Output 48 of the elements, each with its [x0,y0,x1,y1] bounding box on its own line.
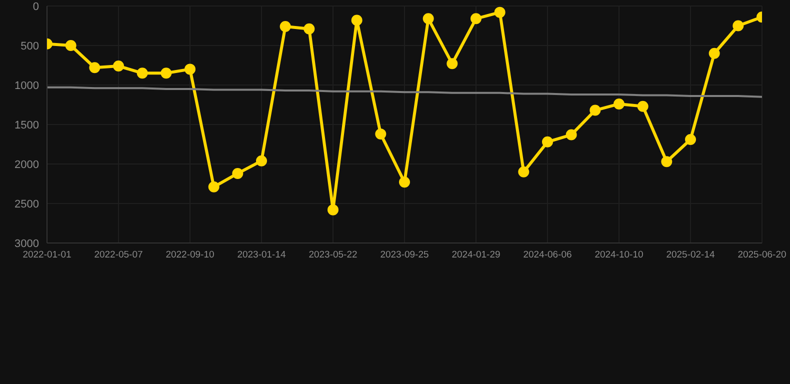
x-tick-label: 2023-05-22 [308,250,358,261]
point [685,134,696,146]
point [136,68,148,79]
y-tick-label: 1500 [14,119,39,132]
point [232,168,244,179]
point [446,58,458,70]
y-tick-label: 2000 [14,158,39,171]
y-tick-label: 1000 [14,80,39,92]
point [422,13,434,24]
point [566,129,577,140]
point [65,40,76,51]
x-tick-label: 2025-06-20 [738,250,786,261]
point [494,6,506,18]
y-tick-label: 2500 [14,198,39,210]
point [351,14,362,26]
point [708,48,720,59]
point [89,62,100,74]
point [470,13,482,24]
y-tick-label: 3000 [14,238,39,250]
point [375,128,386,140]
y-tick-label: 500 [20,40,39,52]
point [542,136,553,148]
point [590,104,601,116]
y-tick-label: 0 [32,0,39,13]
x-tick-label: 2025-02-14 [666,250,715,261]
x-tick-label: 2024-01-29 [452,250,500,261]
point [113,60,124,72]
x-tick-label: 2022-09-10 [166,250,214,261]
x-tick-label: 2022-05-07 [94,250,143,261]
point [208,181,220,192]
x-tick-label: 2022-01-01 [22,250,72,261]
point [518,166,530,178]
x-tick-label: 2024-10-10 [594,250,644,261]
point [399,176,410,188]
point [328,204,338,216]
point [732,20,744,32]
x-tick-label: 2023-09-25 [380,250,429,261]
x-tick-label: 2023-01-14 [237,250,286,261]
line-series [47,86,762,98]
point [256,155,267,166]
x-tick-label: 2024-06-06 [523,250,572,261]
point [637,100,648,112]
point [160,68,172,79]
point [614,98,624,110]
point [280,21,291,32]
point [661,156,672,168]
point [184,64,196,75]
point [304,23,315,34]
